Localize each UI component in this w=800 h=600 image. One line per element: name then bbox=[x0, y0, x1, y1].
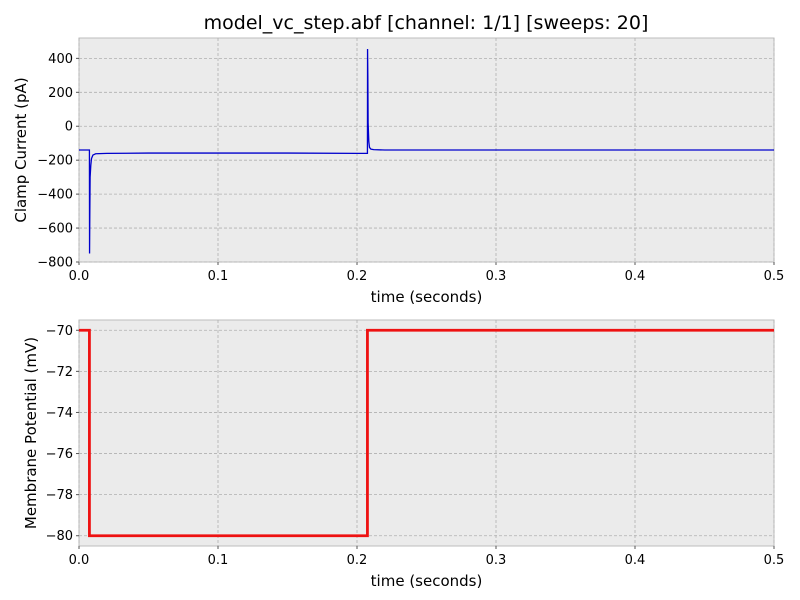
x-tick-label: 0.5 bbox=[764, 269, 785, 284]
y-tick-label: −76 bbox=[46, 447, 73, 462]
y-axis-label: Membrane Potential (mV) bbox=[22, 337, 40, 529]
y-tick-label: −74 bbox=[46, 406, 73, 421]
x-tick-label: 0.0 bbox=[69, 553, 90, 568]
y-tick-label: −70 bbox=[46, 324, 73, 339]
y-tick-label: −400 bbox=[37, 188, 73, 203]
y-tick-label: −600 bbox=[37, 222, 73, 237]
current-plot: 0.0 0.1 0.2 0.3 0.4 0.5 −800 −600 −400 −200 0 200 40… bbox=[12, 37, 785, 306]
y-tick-label: −80 bbox=[46, 529, 73, 544]
y-tick-label: −800 bbox=[37, 256, 73, 271]
y-tick-label: −200 bbox=[37, 154, 73, 169]
y-tick-label: −78 bbox=[46, 488, 73, 503]
y-axis-label: Clamp Current (pA) bbox=[12, 77, 30, 222]
series-line-0 bbox=[79, 49, 774, 254]
x-tick-label: 0.4 bbox=[625, 553, 646, 568]
x-tick-label: 0.2 bbox=[347, 269, 368, 284]
y-tick-label: −72 bbox=[46, 365, 73, 380]
y-tick-label: 400 bbox=[48, 52, 73, 67]
x-tick-label: 0.4 bbox=[625, 269, 646, 284]
x-tick-label: 0.5 bbox=[764, 553, 785, 568]
x-tick-label: 0.2 bbox=[347, 553, 368, 568]
plot-area bbox=[78, 319, 775, 547]
x-tick-label: 0.3 bbox=[486, 553, 507, 568]
series-line-0 bbox=[79, 328, 774, 538]
x-axis-label: time (seconds) bbox=[371, 288, 483, 306]
x-tick-label: 0.1 bbox=[208, 269, 229, 284]
y-tick-label: 0 bbox=[65, 120, 73, 135]
x-tick-label: 0.0 bbox=[69, 269, 90, 284]
x-tick-label: 0.3 bbox=[486, 269, 507, 284]
x-axis-label: time (seconds) bbox=[371, 572, 483, 590]
y-tick-label: 200 bbox=[48, 86, 73, 101]
figure-title: model_vc_step.abf [channel: 1/1] [sweeps… bbox=[204, 12, 649, 34]
x-tick-label: 0.1 bbox=[208, 553, 229, 568]
potential-plot: 0.0 0.1 0.2 0.3 0.4 0.5 −80 −78 −76 −74 −72 −70 time… bbox=[22, 319, 785, 590]
